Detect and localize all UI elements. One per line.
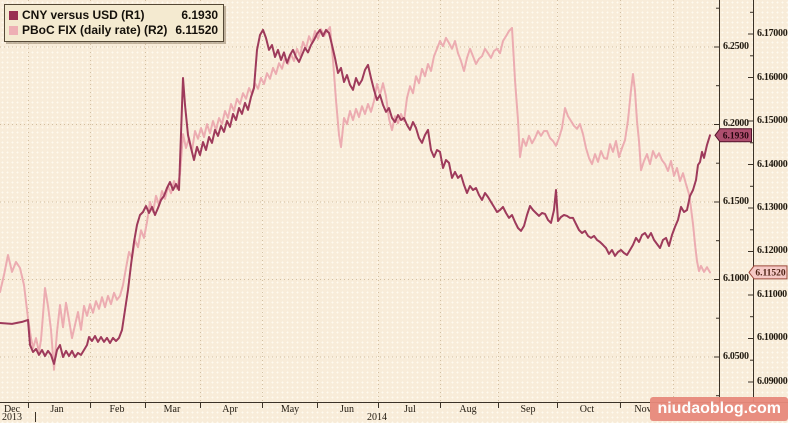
x-axis-month-label: Dec <box>3 404 21 415</box>
x-axis-month-label: Jan <box>50 404 64 415</box>
r1-axis-label: 6.2500 <box>723 41 749 52</box>
legend-label-pboc: PBoC FIX (daily rate) (R2) <box>22 23 168 37</box>
r2-axis-label: 6.12000 <box>757 245 788 256</box>
x-axis-month-label: Aug <box>459 404 477 415</box>
r2-axis-label: 6.11000 <box>757 289 787 300</box>
x-axis-month-label: Apr <box>222 404 238 415</box>
r2-axis-label: 6.10000 <box>757 332 788 343</box>
x-axis-year-label: 2014 <box>367 412 387 423</box>
r1-price-marker-text: 6.1930 <box>723 132 749 142</box>
r2-axis-label: 6.14000 <box>757 159 788 170</box>
r1-axis-label: 6.1500 <box>723 196 749 207</box>
x-axis-year-label: 2013 <box>2 412 22 423</box>
r2-axis-label: 6.15000 <box>757 115 788 126</box>
r2-axis-label: 6.17000 <box>757 28 788 39</box>
r2-axis-label: 6.16000 <box>757 72 788 83</box>
x-axis-month-label: Oct <box>579 404 595 415</box>
r1-price-marker <box>714 128 752 143</box>
legend-swatch-pboc-icon <box>9 23 18 37</box>
r1-axis-label: 6.2000 <box>723 118 749 129</box>
r2-price-marker-text: 6.11520 <box>755 269 786 279</box>
r1-axis-label: 6.0500 <box>723 351 749 362</box>
legend: CNY versus USD (R1) 6.1930 PBoC FIX (dai… <box>4 4 225 42</box>
legend-label-cny: CNY versus USD (R1) <box>22 8 145 22</box>
x-axis-month-label: Jun <box>340 404 354 415</box>
r2-price-marker <box>748 265 788 280</box>
r2-axis-label: 6.13000 <box>757 202 788 213</box>
series-line-cny <box>0 28 711 365</box>
legend-item-cny: CNY versus USD (R1) 6.1930 <box>9 8 218 22</box>
legend-item-pboc: PBoC FIX (daily rate) (R2) 6.11520 <box>9 23 218 37</box>
r1-axis-label: 6.1000 <box>723 273 749 284</box>
x-axis-month-label: Mar <box>163 404 181 415</box>
r2-axis-label: 6.09000 <box>757 376 788 387</box>
watermark: niudaoblog.com <box>650 397 788 421</box>
x-axis-month-label: Feb <box>109 404 125 415</box>
legend-value-cny: 6.1930 <box>181 8 219 22</box>
legend-value-pboc: 6.11520 <box>175 23 219 37</box>
series-line-pboc <box>0 26 711 371</box>
x-axis-month-label: May <box>280 404 300 415</box>
x-axis-month-label: Jul <box>404 404 416 415</box>
x-axis-month-label: Sep <box>520 404 536 415</box>
legend-swatch-cny-icon <box>9 8 18 22</box>
x-axis-month-label: Nov <box>634 404 652 415</box>
